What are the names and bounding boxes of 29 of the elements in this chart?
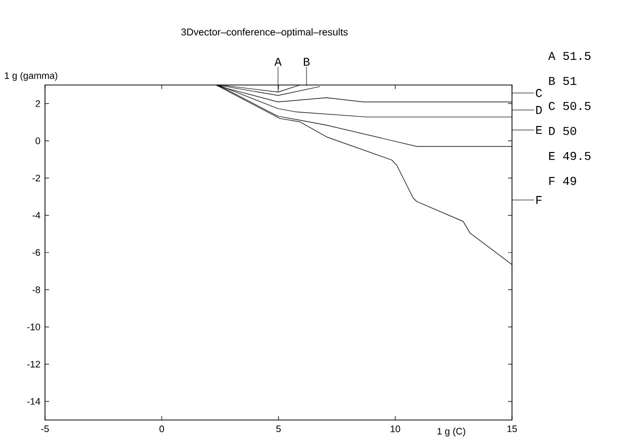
x-tick-label: 15 (507, 426, 517, 432)
x-tick-label: -5 (41, 426, 49, 432)
text: E 49.5 (549, 152, 590, 160)
text: C (536, 88, 542, 98)
x-tick-label: 0 (159, 426, 164, 432)
y-tick-label: -10 (27, 324, 40, 330)
x-axis-title: 1 g (C) (438, 428, 466, 436)
text: D (536, 106, 542, 114)
y-tick-label: -14 (27, 398, 40, 405)
annotation: A (274, 58, 282, 66)
y-tick-label: -4 (32, 212, 40, 219)
text: C 50.5 (548, 102, 590, 110)
text: E (536, 126, 542, 134)
y-tick-label: -2 (32, 174, 40, 182)
x-tick-label: 10 (390, 426, 400, 432)
text: A 51.5 (548, 52, 590, 60)
y-tick-label: -12 (27, 360, 40, 368)
chart-title: 3Dvector–conference–optimal–results (181, 28, 348, 38)
text: F (536, 196, 542, 204)
y-tick-label: -6 (32, 249, 40, 256)
text: D 50 (549, 126, 576, 136)
y-tick-label: 0 (36, 137, 40, 144)
y-tick-label: -8 (32, 286, 40, 294)
text: B 51 (549, 77, 576, 85)
annotation: B (304, 58, 310, 66)
y-tick-label: 2 (36, 100, 40, 107)
text: F 49 (549, 176, 576, 186)
x-tick-label: 5 (276, 426, 281, 432)
y-axis-title: 1 g (gamma) (4, 72, 58, 81)
